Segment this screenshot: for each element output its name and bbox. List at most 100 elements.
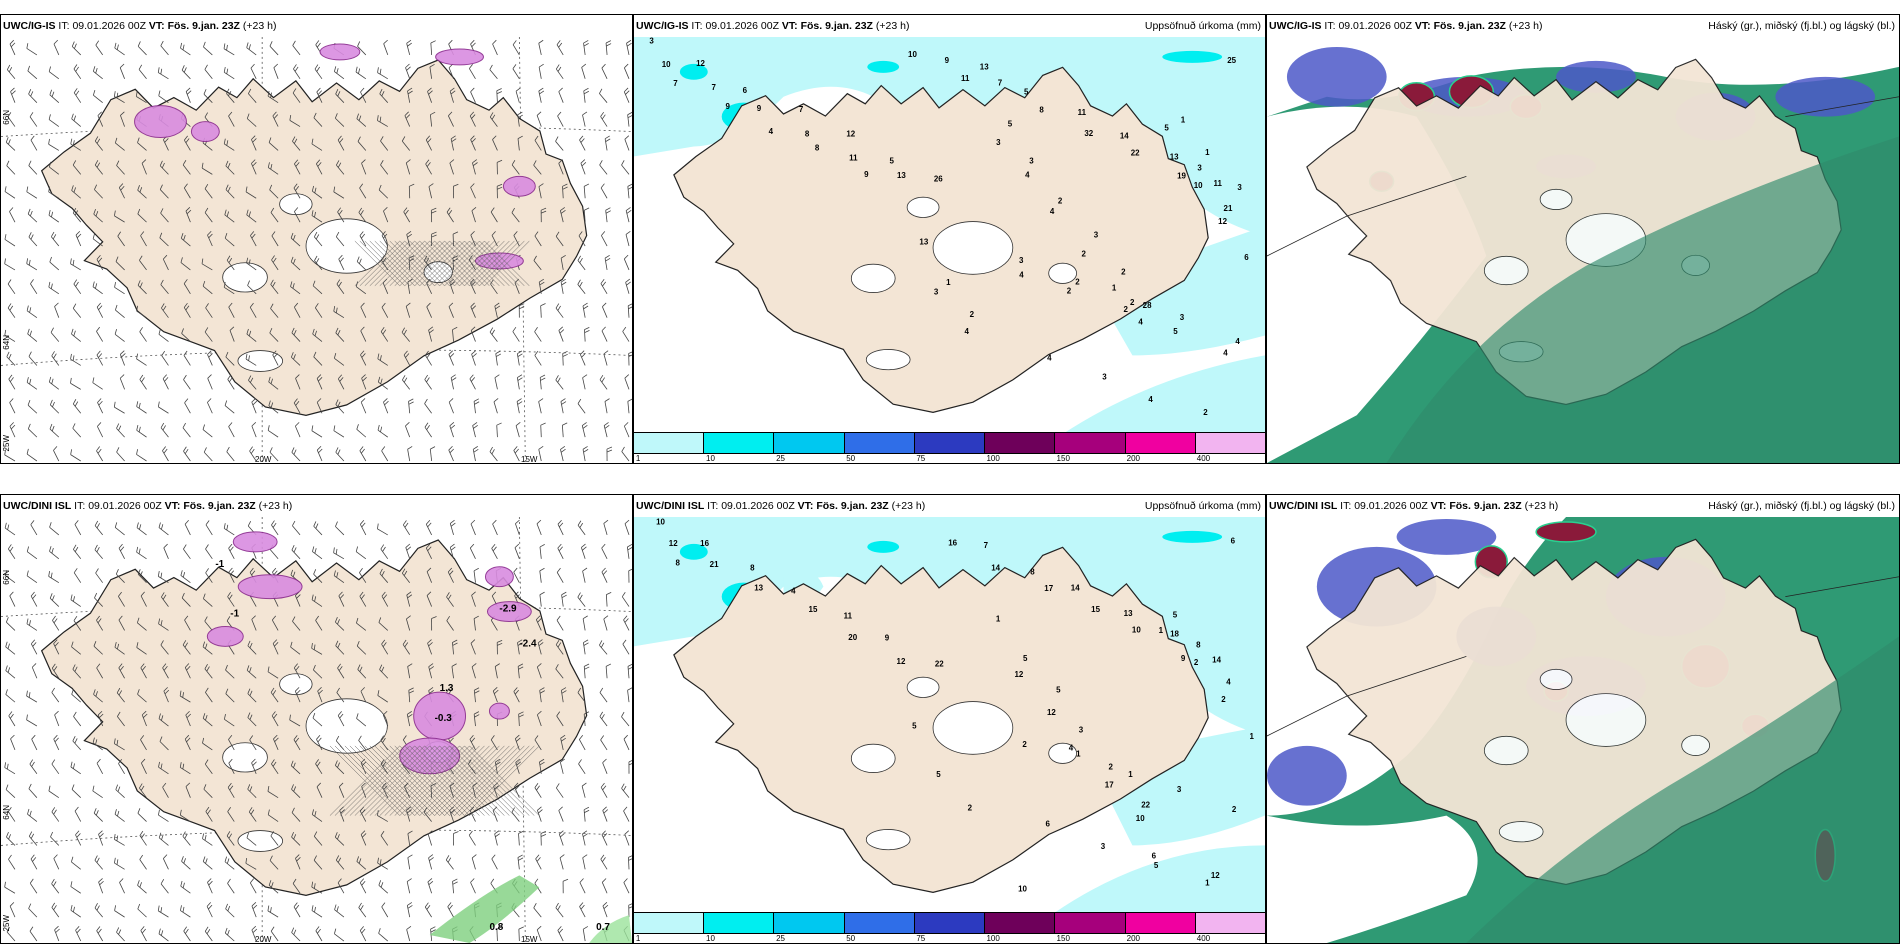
wind-barb (512, 64, 520, 80)
wind-barb (289, 115, 301, 127)
wind-barb (338, 591, 345, 607)
temperature-label: 0.8 (489, 922, 503, 933)
wind-barb (31, 663, 38, 679)
precip-type-area (486, 601, 532, 623)
wind-barb (556, 567, 564, 583)
wind-barb (248, 807, 257, 822)
wind-barb (539, 374, 546, 390)
colorbar-ticks: 1 10 25 50 75 100 150 200 400 (634, 934, 1265, 943)
wind-barb (291, 807, 301, 822)
wind-barb (203, 593, 213, 607)
model-name: UWC/IG-IS (636, 20, 689, 32)
wind-barb (577, 520, 586, 536)
wind-barb (408, 183, 415, 199)
precip-amount-label: 10 (1136, 814, 1145, 823)
wind-barb (202, 713, 213, 727)
wind-barb (136, 305, 147, 319)
precip-amount-label: 6 (1231, 537, 1236, 546)
precip-amount-label: 13 (897, 171, 906, 180)
wind-barb (426, 278, 432, 294)
wind-barb (141, 710, 148, 727)
wind-barb (93, 808, 103, 822)
map-area[interactable]: 10 16 8 4 11 9 22 7 8 14 13 18 14 12 21 13 15 20 12 16 14 17 1… (634, 517, 1265, 914)
wind-barb (555, 303, 564, 318)
wind-barb (5, 617, 16, 631)
wind-barb (251, 925, 258, 942)
wind-barb (159, 184, 169, 199)
wind-barb (92, 785, 103, 799)
map-area[interactable]: -1 -2.4 -0.3 1.3 0.8 0.7 -1 -2.9 (1, 517, 632, 943)
lon-gridline (518, 37, 526, 463)
wind-barb (114, 329, 125, 342)
wind-barb (160, 879, 169, 894)
wind-barb (468, 830, 476, 846)
precip-amount-label: 17 (1044, 584, 1053, 593)
wind-barb (431, 616, 437, 631)
precip-type-area (232, 531, 278, 553)
wind-barb (315, 759, 323, 775)
wind-barb (452, 878, 458, 894)
wind-barb (4, 522, 16, 536)
precip-amount-label: 2 (1067, 287, 1072, 296)
wind-barb (73, 568, 82, 583)
glacier (305, 698, 388, 754)
wind-barb (207, 878, 213, 894)
wind-barb (377, 115, 388, 127)
lead-time: (+23 h) (258, 500, 293, 512)
wind-barb (377, 353, 388, 366)
map-area[interactable] (1267, 37, 1899, 463)
precip-amount-label: 4 (1223, 349, 1228, 358)
colorbar-swatch (1125, 913, 1196, 933)
wind-barb (203, 784, 213, 798)
wind-barb (516, 398, 523, 414)
wind-barb (290, 256, 301, 271)
wind-barb (577, 592, 586, 607)
wind-barb (8, 711, 16, 727)
wind-barb (291, 831, 301, 846)
wind-barb (225, 351, 235, 366)
wind-barb (379, 568, 389, 583)
wind-barb (27, 328, 38, 342)
precip-amount-label: 2 (968, 804, 973, 813)
map-area[interactable] (1267, 517, 1899, 943)
wind-barb (624, 830, 630, 846)
wind-barb (538, 183, 544, 199)
wind-barb (97, 710, 104, 727)
map-area[interactable] (1, 37, 632, 463)
iceland-landmass (40, 59, 588, 416)
wind-barb (295, 854, 301, 870)
wind-barb (602, 302, 608, 318)
wind-barb (512, 326, 520, 342)
wind-barb (599, 711, 608, 727)
wind-barb (495, 350, 502, 366)
wind-barb (470, 519, 476, 536)
wind-barb (560, 687, 567, 703)
map-area[interactable]: 3 12 6 7 12 5 26 13 5 11 14 13 11 10 7 9 8 11 13 9 7 8 32 22 19 2… (634, 37, 1265, 434)
valid-time: Fös. 9.jan. 23Z (1433, 20, 1506, 32)
precip-amount-label: 3 (1019, 256, 1024, 265)
wind-barb (136, 449, 147, 462)
wind-barb (202, 641, 213, 655)
precip-amount-label: 14 (1212, 655, 1221, 664)
wind-barb (377, 523, 388, 536)
wind-barb (97, 398, 104, 414)
wind-barb (333, 547, 345, 560)
precip-amount-label: 8 (1030, 567, 1035, 576)
wind-barb (628, 854, 632, 870)
wind-barb (448, 445, 454, 462)
wind-barb (517, 135, 523, 151)
wind-barb (181, 65, 191, 80)
wind-barb (53, 639, 60, 655)
wind-barb (424, 374, 432, 390)
wind-barb (356, 256, 367, 271)
mid-cloud-area (1286, 46, 1387, 107)
wind-barb (602, 758, 608, 774)
wind-barb (623, 806, 630, 822)
wind-barb (290, 352, 301, 366)
precip-field (1092, 226, 1265, 356)
wind-barb (377, 67, 388, 80)
lead-time: (+23 h) (891, 500, 926, 512)
wind-barb (119, 374, 125, 390)
wind-barb (6, 64, 16, 80)
wind-barb (621, 160, 630, 175)
